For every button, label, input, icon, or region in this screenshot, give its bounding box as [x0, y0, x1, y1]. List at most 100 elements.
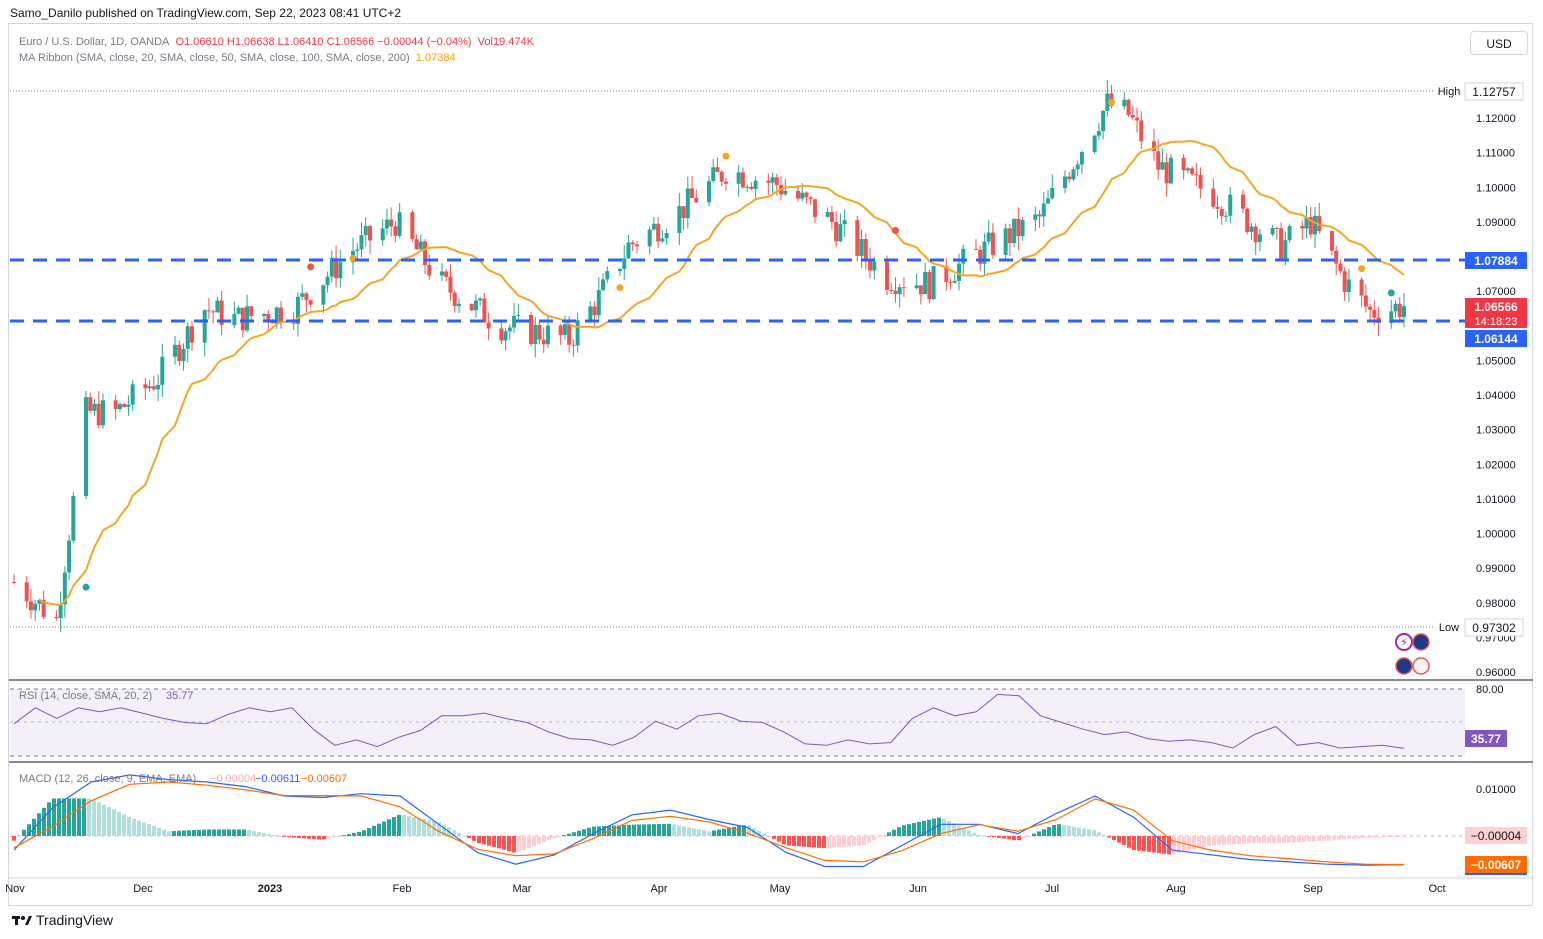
signal-marker — [1387, 289, 1395, 297]
eu-flag-icon[interactable] — [1395, 657, 1413, 675]
candle-body — [503, 331, 508, 341]
eu-flag-icon[interactable] — [1412, 633, 1430, 651]
price-tick-label: 1.00000 — [1476, 529, 1516, 541]
price-tick-label: 1.07000 — [1476, 286, 1516, 298]
candle-body — [774, 177, 779, 185]
macd-histogram-bar — [212, 829, 216, 836]
macd-histogram-bar — [267, 833, 271, 836]
macd-histogram-bar — [912, 823, 916, 836]
macd-histogram-bar — [232, 829, 236, 836]
macd-histogram-bar — [337, 836, 341, 837]
candle-body — [236, 307, 241, 314]
macd-histogram-bar — [1362, 836, 1366, 838]
macd-histogram-bar — [367, 828, 371, 836]
candle-body — [825, 211, 830, 217]
candle-body — [622, 258, 627, 269]
last-price-box — [1465, 298, 1527, 328]
candle-body — [202, 310, 207, 343]
macd-histogram-bar — [352, 832, 356, 836]
price-tick-label: 0.96000 — [1476, 667, 1516, 679]
candle-body — [1308, 217, 1313, 235]
candle-body — [177, 344, 182, 362]
candle-body — [800, 192, 805, 199]
macd-histogram-bar — [1012, 836, 1016, 841]
candle-body — [1317, 215, 1322, 232]
candle-body — [868, 258, 873, 271]
macd-histogram-bar — [512, 836, 516, 853]
macd-histogram-bar — [542, 836, 546, 842]
candle-body — [685, 188, 690, 219]
candle-body — [838, 224, 843, 242]
macd-histogram-bar — [692, 828, 696, 836]
candle-body — [262, 313, 267, 317]
candle-body — [389, 219, 394, 227]
macd-histogram-bar — [567, 833, 571, 836]
candle-body — [113, 400, 118, 410]
candle-body — [1245, 208, 1250, 232]
macd-histogram-bar — [27, 824, 31, 836]
candle-body — [948, 282, 953, 284]
candle-body — [1304, 217, 1309, 229]
us-flag-icon[interactable] — [1412, 657, 1430, 675]
candle-body — [1185, 168, 1190, 171]
candle-body — [923, 272, 928, 295]
candle-body — [334, 257, 339, 279]
candle-body — [96, 403, 101, 426]
macd-histogram-bar — [372, 825, 376, 836]
macd-histogram-bar — [142, 822, 146, 836]
price-tick-label: 1.03000 — [1476, 425, 1516, 437]
candle-body — [753, 180, 758, 189]
candle-body — [783, 190, 788, 195]
macd-histogram-bar — [1357, 836, 1361, 839]
macd-histogram-bar — [117, 811, 121, 836]
lightning-icon[interactable] — [1395, 633, 1413, 651]
macd-histogram-bar — [927, 819, 931, 836]
macd-histogram-bar — [562, 835, 566, 837]
candle-body — [605, 271, 610, 280]
macd-histogram-bar — [1232, 836, 1236, 845]
tradingview-brand[interactable]: TradingView — [12, 912, 113, 928]
macd-histogram-bar — [442, 824, 446, 836]
macd-histogram-bar — [1292, 836, 1296, 843]
macd-histogram-bar — [187, 830, 191, 836]
macd-histogram-bar — [422, 819, 426, 836]
macd-histogram-bar — [947, 821, 951, 836]
macd-histogram-bar — [897, 827, 901, 836]
candle-body — [117, 404, 122, 410]
macd-histogram-bar — [762, 833, 766, 836]
macd-histogram-bar — [902, 825, 906, 836]
macd-histogram-bar — [1172, 836, 1176, 855]
time-axis-label: May — [770, 883, 791, 895]
candle-body — [973, 248, 978, 250]
macd-histogram-bar — [532, 836, 536, 846]
signal-marker — [82, 583, 90, 591]
macd-histogram-bar — [582, 829, 586, 836]
candle-body — [808, 197, 813, 200]
macd-histogram-bar — [317, 836, 321, 840]
macd-histogram-bar — [857, 836, 861, 846]
macd-histogram-bar — [777, 836, 781, 842]
currency-button[interactable]: USD — [1470, 31, 1528, 55]
high-value-box — [1464, 82, 1524, 101]
candle-body — [1313, 215, 1318, 235]
candle-body — [1164, 162, 1169, 184]
price-tick-label: 1.01000 — [1476, 494, 1516, 506]
macd-histogram-bar — [747, 825, 751, 836]
macd-histogram-bar — [702, 830, 706, 836]
candle-body — [592, 306, 597, 316]
candle-body — [626, 242, 631, 259]
candle-body — [1270, 227, 1275, 235]
candle-body — [278, 307, 283, 323]
macd-histogram-bar — [617, 825, 621, 836]
candle-body — [719, 171, 724, 182]
macd-histogram-bar — [787, 836, 791, 846]
macd-histogram-bar — [1347, 836, 1351, 840]
macd-histogram-bar — [397, 814, 401, 836]
macd-histogram-bar — [1312, 836, 1316, 842]
candle-body — [795, 190, 800, 199]
publisher-caption: Samo_Danilo published on TradingView.com… — [10, 6, 402, 20]
candle-body — [418, 241, 423, 250]
macd-histogram-bar — [807, 836, 811, 848]
macd-histogram-bar — [1002, 836, 1006, 839]
candle-body — [100, 400, 105, 426]
